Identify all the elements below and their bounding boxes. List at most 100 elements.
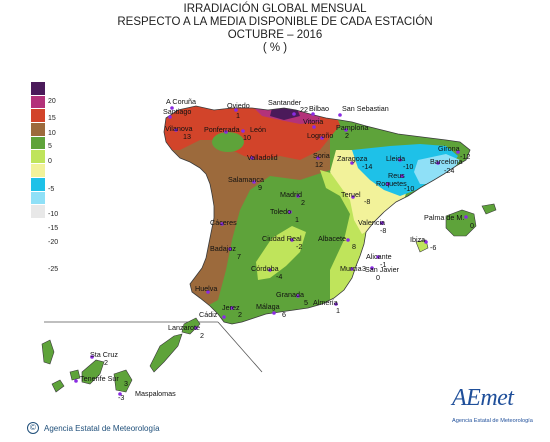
station-marker [464,215,468,219]
station-marker [288,210,292,214]
station-name-san-javier: San Javier [365,265,399,274]
station-marker [228,247,232,251]
station-value-teruel: -8 [364,197,371,206]
legend-label-minus5: -5 [48,186,55,193]
legend-swatch-minus10 [31,164,45,178]
station-name-soria: Soria [313,151,330,160]
station-marker [400,174,404,178]
station-name-ibiza: Ibiza [410,235,426,244]
station-name-leon: León [250,125,266,134]
aemet-logo-subtext: Agencia Estatal de Meteorología [452,418,533,424]
station-value-toledo: 1 [295,215,299,224]
station-name-oviedo: Oviedo [227,101,250,110]
legend-swatch-minus5 [31,150,45,165]
station-name-san-sebastian: San Sebastian [342,104,389,113]
legend-label-10: 10 [48,130,56,137]
station-marker [398,158,402,162]
map-title-line3: OCTUBRE – 2016 [227,29,323,41]
station-value-salamanca: 9 [258,183,262,192]
mallorca-island [445,209,477,237]
station-marker [346,238,350,242]
station-value-madrid: 2 [301,198,305,207]
station-name-santander: Santander [268,98,302,107]
station-marker [334,302,338,306]
station-marker [222,315,226,319]
station-name-lanzarote: Lanzarote [168,323,200,332]
legend-swatch-minus15 [31,177,45,192]
legend-swatch-minus20 [31,191,45,206]
station-marker [290,238,294,242]
station-value-murcia: 3 [362,264,366,273]
station-marker [311,112,315,116]
station-name-jerez: Jerez [222,303,240,312]
station-value-palma: 0 [470,221,474,230]
station-name-palma: Palma de M. [424,213,465,222]
station-value-badajoz: 7 [237,252,241,261]
station-name-murcia: Murcia [340,264,362,273]
station-value-oviedo: 1 [236,111,240,120]
map-title-units: ( % ) [262,42,288,54]
station-value-cordoba: -4 [276,272,283,281]
station-name-vitoria: Vitoria [303,117,324,126]
legend-label-minus20: -20 [48,239,59,246]
station-marker [456,150,460,154]
station-marker [351,195,355,199]
station-value-albacete: 8 [352,242,356,251]
station-value-jerez: 2 [238,310,242,319]
station-name-bilbao: Bilbao [309,104,329,113]
station-marker [74,379,78,383]
station-value-girona: -12 [460,152,471,161]
station-value-lanzarote: 2 [200,331,204,340]
station-marker [350,267,354,271]
station-value-valencia: -8 [380,226,387,235]
station-marker [380,221,384,225]
station-name-maspalomas: Maspalomas [135,389,176,398]
station-marker [344,128,348,132]
station-name-girona: Girona [438,144,460,153]
legend-label-minus15: -15 [48,225,59,232]
la-gomera-island [69,369,81,381]
station-marker [424,240,428,244]
station-marker [272,311,276,315]
station-name-sta-cruz: Sta Cruz [90,350,118,359]
legend-swatch-15 [31,95,45,110]
station-marker [206,290,210,294]
station-dots [74,106,468,396]
station-name-vilanova: Vilanova [165,124,193,133]
station-name-zaragoza: Zaragoza [337,154,368,163]
station-name-teruel: Teruel [341,190,361,199]
station-name-tenerife-sur: Tenerife Sur [80,374,119,383]
station-name-roquetes: Roquetes [376,179,407,188]
legend-label-5: 5 [48,143,52,150]
station-name-valladolid: Valladolid [247,153,278,162]
station-value-maspalomas: -3 [118,393,125,402]
station-marker [174,128,178,132]
station-name-granada: Granada [276,290,304,299]
station-value-santander: 22 [300,105,308,114]
station-value-ciudad-real: -2 [296,242,303,251]
station-marker [224,130,228,134]
station-name-alicante: Alicante [366,252,392,261]
station-name-cadiz: Cádiz [199,310,218,319]
copyright-icon: © [27,422,39,434]
legend-swatch-minus25 [31,205,45,219]
station-value-tenerife-sur: 3 [124,379,128,388]
station-value-san-javier: 0 [376,273,380,282]
station-value-almeria: 1 [336,306,340,315]
station-marker [250,156,254,160]
legend-label-0: 0 [48,158,52,165]
station-marker [436,161,440,165]
station-marker [376,255,380,259]
station-value-zaragoza: -14 [362,162,373,171]
station-marker [268,268,272,272]
legend-label-minus25: -25 [48,266,59,273]
station-name-almeria: Almería [313,298,338,307]
station-value-ibiza: -6 [430,243,437,252]
station-name-caceres: Cáceres [210,218,237,227]
station-name-huelva: Huelva [195,284,218,293]
station-name-pamplona: Pamplona [336,123,369,132]
peninsula-outline [163,105,471,325]
station-name-ciudad-real: Ciudad Real [262,234,302,243]
station-marker [296,194,300,198]
